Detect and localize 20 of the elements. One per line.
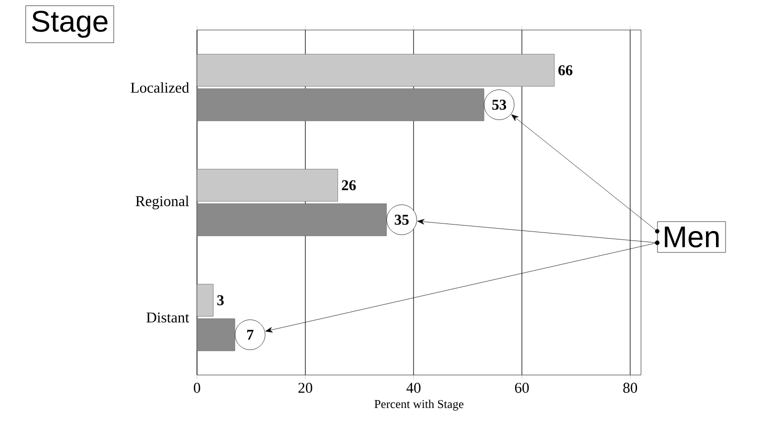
- data-label: 35: [394, 214, 409, 225]
- text: Stage: [32, 10, 108, 38]
- x-axis-title: Percent with Stage: [374, 400, 464, 411]
- data-label: 53: [492, 100, 506, 110]
- x-tick-label: 20: [298, 382, 312, 393]
- y-tick-label: Distant: [146, 312, 190, 323]
- text: Men: [664, 226, 719, 248]
- y-tick-label: Localized: [130, 82, 190, 93]
- x-tick-label: 60: [515, 382, 529, 393]
- x-tick-label: 0: [194, 382, 200, 393]
- data-label: 7: [247, 330, 254, 340]
- x-tick-label: 80: [623, 382, 638, 393]
- x-tick-label: 40: [406, 382, 420, 393]
- data-label: 66: [558, 65, 572, 76]
- bar: [196, 168, 338, 202]
- y-tick-label: Regional: [136, 196, 189, 210]
- data-label: 26: [342, 180, 356, 190]
- bar: [196, 284, 214, 317]
- data-label: 3: [217, 295, 224, 306]
- bar: [196, 54, 555, 87]
